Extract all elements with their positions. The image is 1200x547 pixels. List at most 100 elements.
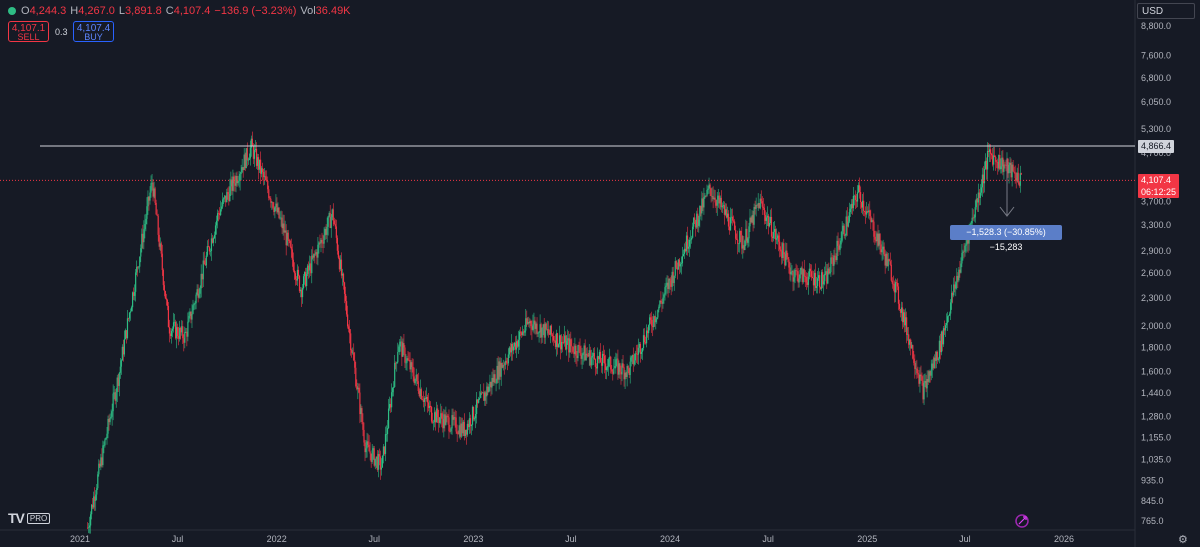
candle [876,231,878,251]
buy-button[interactable]: 4,107.4 BUY [73,21,114,42]
candle [583,343,585,362]
candle [976,197,978,212]
candle [720,190,722,213]
candle [651,311,653,333]
time-axis-label: 2025 [857,534,877,544]
candle [819,271,821,294]
market-status-icon[interactable] [8,7,16,15]
candle [180,326,182,340]
price-axis-label: 2,000.0 [1141,321,1171,331]
candle [221,202,223,212]
candle [666,275,668,294]
candle [137,266,139,277]
candle [699,205,701,228]
candle [997,158,999,175]
candle [482,391,484,394]
candle [655,310,657,330]
candle [846,207,848,236]
candle [376,449,378,472]
candle [326,217,328,243]
measure-arrow[interactable] [999,158,1015,217]
candle [115,388,117,408]
candle [1020,172,1022,175]
candle [894,278,896,303]
candle [836,235,838,265]
candle [450,427,452,435]
settings-icon[interactable]: ⚙ [1178,534,1188,546]
candle [248,153,250,161]
candle [95,490,97,511]
candle [213,231,216,240]
candle [996,160,998,169]
candle [889,252,891,266]
candle [452,408,454,426]
candle [607,358,609,372]
candle [920,365,922,381]
candle [694,213,696,225]
candle [890,259,892,282]
tradingview-logo[interactable]: TV PRO [8,510,51,526]
sell-price: 4,107.1 [11,23,46,34]
candle [1005,159,1007,172]
candle [715,199,717,213]
candle [841,221,843,243]
candle [657,309,659,320]
magic-icon[interactable] [1015,514,1029,528]
candle [157,213,159,242]
sell-button[interactable]: 4,107.1 SELL [8,21,49,42]
candle [201,273,203,289]
candle [860,201,863,213]
candle-series [86,131,1022,534]
candle [804,270,806,288]
candle [958,267,960,283]
candle [849,204,851,218]
candle [928,369,930,383]
candle [944,322,947,337]
pro-badge: PRO [26,512,51,524]
time-axis-label: 2023 [463,534,483,544]
candle [780,246,782,257]
candle [627,365,629,374]
candle [628,367,630,379]
candle [975,193,977,210]
candle [963,243,965,259]
candle [833,249,835,275]
candle [875,230,877,243]
candle [323,227,325,248]
candle [130,305,133,312]
candle [384,426,387,462]
candle [199,285,201,299]
candle [329,205,331,229]
candle [828,262,830,275]
candle [120,359,122,375]
candle [340,252,343,279]
currency-selector[interactable]: USD [1137,3,1195,19]
time-axis[interactable]: 2021 Jul 2022 Jul 2023 Jul 2024 Jul 2025 Jul 2026 [70,534,1074,544]
candle [345,295,348,317]
candle [218,210,220,222]
candle [370,453,372,468]
candle [869,201,871,220]
candle [437,404,439,423]
candle [630,356,632,367]
candle [277,202,279,215]
candle [566,335,568,356]
candle [896,278,899,291]
candle [826,264,828,290]
candle [902,309,905,328]
candle [840,231,842,249]
candle [718,192,720,209]
candle [146,197,148,225]
candle [758,203,760,209]
candle [593,347,595,361]
candle [126,309,129,340]
candle [791,265,793,276]
price-axis[interactable]: 8,800.0 7,600.0 6,800.0 6,050.0 5,300.0 4,700… [1141,21,1171,526]
price-axis-label: 845.0 [1141,496,1164,506]
candle [371,444,373,464]
candle [850,199,852,214]
candle [344,286,347,311]
candle [121,344,123,361]
candle [908,327,910,349]
